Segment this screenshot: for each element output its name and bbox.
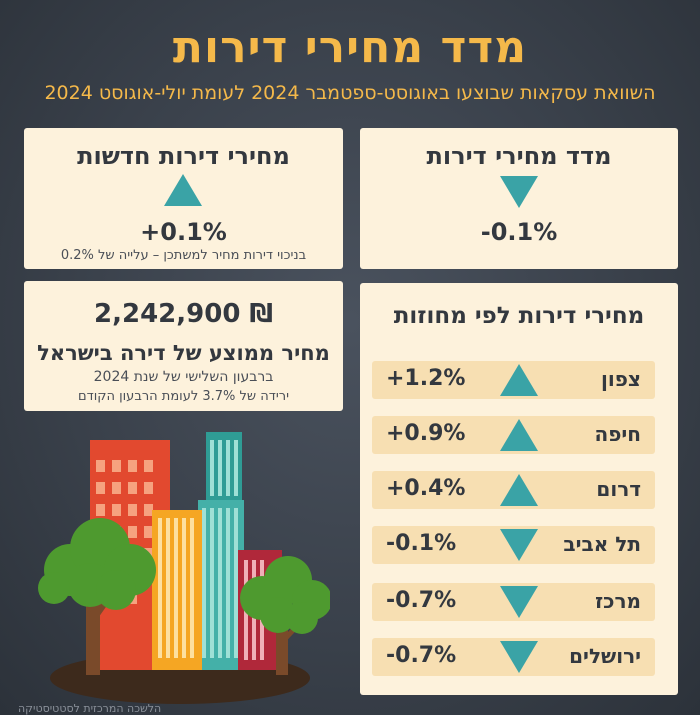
district-change: +1.2% (386, 366, 466, 391)
districts-card: מחירי דירות לפי מחוזות צפון +1.2% חיפה +0.9… (360, 283, 678, 695)
district-change: -0.7% (386, 588, 457, 613)
city-illustration (38, 432, 330, 704)
left-tree-canopy (38, 518, 156, 610)
district-change: -0.7% (386, 643, 457, 668)
district-name: צפון (601, 367, 641, 391)
district-change: +0.4% (386, 476, 466, 501)
average-price-label: מחיר ממוצע של דירה בישראל (37, 341, 330, 365)
average-price-change: ירידה של 3.7% לעומת הרבעון הקודם (77, 389, 290, 404)
district-name: מרכז (595, 589, 641, 613)
new-apartments-title: מחירי דירות חדשות (77, 142, 290, 170)
district-name: דרום (596, 477, 641, 501)
down-arrow-icon (500, 641, 538, 673)
down-arrow-icon (500, 586, 538, 618)
average-price-card: 2,242,900 ₪ מחיר ממוצע של דירה בישראל בר… (24, 281, 343, 411)
average-price-value: 2,242,900 ₪ (94, 299, 273, 329)
district-row: מרכז -0.7% (372, 583, 655, 621)
district-name: תל אביב (563, 532, 641, 556)
average-price-period: ברבעון השלישי של שנת 2024 (93, 369, 274, 385)
district-name: ירושלים (569, 644, 641, 668)
page-subtitle: השוואת עסקאות שבוצעו באוגוסט-ספטמבר 2024… (44, 82, 656, 104)
district-row: דרום +0.4% (372, 471, 655, 509)
up-arrow-icon (164, 174, 202, 206)
district-row: חיפה +0.9% (372, 416, 655, 454)
new-apartments-change: +0.1% (140, 218, 227, 246)
up-arrow-icon (500, 364, 538, 396)
down-arrow-icon (500, 176, 538, 208)
new-apartments-note: בניכוי דירות מחיר למשתכן – עלייה של 0.2% (60, 248, 307, 263)
districts-title: מחירי דירות לפי מחוזות (393, 303, 645, 329)
up-arrow-icon (500, 419, 538, 451)
district-change: +0.9% (386, 421, 466, 446)
right-tree-canopy (240, 556, 330, 634)
new-apartments-card: מחירי דירות חדשות +0.1% בניכוי דירות מחי… (24, 128, 343, 269)
district-change: -0.1% (386, 531, 457, 556)
index-card-title: מדד מחירי דירות (426, 142, 612, 170)
down-arrow-icon (500, 529, 538, 561)
source-credit: הלשכה המרכזית לסטטיסטיקה (18, 702, 162, 715)
district-row: ירושלים -0.7% (372, 638, 655, 676)
index-card: מדד מחירי דירות -0.1% (360, 128, 678, 269)
district-name: חיפה (594, 422, 641, 446)
up-arrow-icon (500, 474, 538, 506)
district-row: צפון +1.2% (372, 361, 655, 399)
page-title: מדד מחירי דירות (172, 22, 528, 73)
index-change: -0.1% (480, 218, 558, 246)
district-row: תל אביב -0.1% (372, 526, 655, 564)
